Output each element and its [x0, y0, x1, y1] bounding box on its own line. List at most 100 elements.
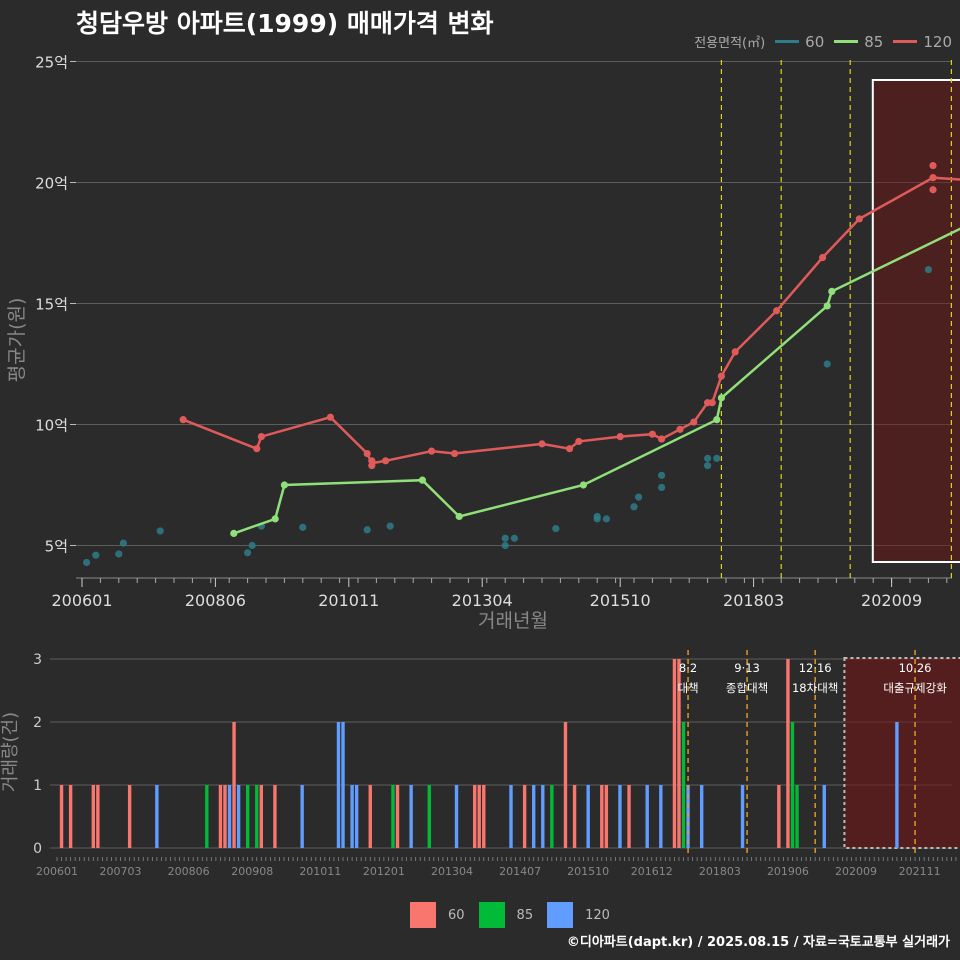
bar-legend-swatch-85 — [478, 902, 505, 928]
volume-bar-60 — [477, 785, 481, 848]
volume-bar-60 — [218, 785, 223, 848]
bar-legend-label-85: 85 — [516, 907, 534, 923]
bar-x-tick-label: 201407 — [499, 865, 541, 878]
data-point-85 — [271, 515, 279, 523]
bar-x-tick-label: 201906 — [767, 865, 809, 878]
data-point-60 — [635, 493, 643, 501]
bottom-legend: 60 85 120 — [410, 902, 610, 928]
volume-bar-120 — [532, 785, 536, 848]
volume-bar-60 — [777, 785, 781, 848]
data-point-60 — [510, 534, 518, 542]
volume-bar-120 — [895, 722, 899, 848]
volume-bar-60 — [672, 659, 677, 848]
data-point-60 — [924, 266, 933, 274]
bar-x-tick-label: 200908 — [231, 865, 273, 878]
x-axis-title: 거래년월 — [478, 610, 548, 632]
volume-bar-85 — [681, 722, 686, 848]
volume-bar-60 — [127, 785, 132, 848]
data-point-60 — [658, 483, 666, 492]
volume-bar-120 — [227, 785, 232, 848]
bar-x-tick-label: 201201 — [363, 865, 405, 878]
data-point-120 — [363, 449, 371, 458]
volume-bar-120 — [740, 785, 745, 848]
volume-bar-60 — [472, 785, 477, 848]
data-point-120 — [929, 174, 937, 182]
data-point-120 — [929, 161, 937, 170]
data-point-120 — [929, 186, 937, 194]
data-point-120 — [658, 435, 666, 443]
data-point-60 — [299, 523, 307, 531]
data-point-120 — [773, 307, 781, 315]
volume-bar-60 — [482, 785, 486, 848]
bar-y-tick-label: 1 — [33, 778, 42, 794]
legend-swatch-85 — [834, 40, 859, 43]
y-axis-title: 평균가(원) — [6, 298, 28, 383]
volume-bar-60 — [223, 785, 227, 848]
data-point-60 — [713, 454, 721, 462]
y-tick-label: 15억 — [35, 296, 68, 314]
data-point-60 — [630, 503, 638, 511]
data-point-120 — [253, 445, 261, 453]
legend-label-120: 120 — [923, 32, 952, 51]
data-point-60 — [244, 549, 252, 557]
volume-bar-85 — [255, 785, 259, 848]
volume-bar-120 — [341, 722, 345, 848]
volume-bar-120 — [618, 785, 622, 848]
volume-bar-60 — [368, 785, 372, 848]
bar-legend-label-120: 120 — [585, 907, 610, 923]
volume-bar-60 — [572, 785, 577, 848]
y-tick-label: 25억 — [35, 54, 68, 72]
policy-annotation-date: 8·2 — [679, 661, 697, 675]
bar-x-tick-label: 200601 — [36, 865, 78, 878]
volume-bar-120 — [541, 785, 545, 848]
volume-bar-60 — [677, 659, 681, 848]
legend-item-85: 85 — [834, 33, 883, 51]
data-point-85 — [713, 416, 721, 424]
credit-text: ©디아파트(dapt.kr) / 2025.08.15 / 자료=국토교통부 실… — [566, 935, 950, 950]
volume-bar-60 — [59, 785, 64, 848]
bar-x-tick-label: 201011 — [299, 865, 341, 878]
volume-bar-120 — [236, 785, 241, 848]
volume-bar-60 — [786, 659, 790, 848]
data-point-85 — [455, 512, 463, 521]
volume-bar-85 — [391, 785, 395, 848]
x-tick-label: 200806 — [185, 591, 246, 610]
bar-y-tick-label: 2 — [33, 715, 42, 731]
volume-bar-60 — [522, 785, 527, 848]
data-point-60 — [248, 541, 256, 550]
data-point-120 — [326, 413, 334, 421]
volume-bar-60 — [604, 785, 609, 848]
policy-annotation-text: 18차대책 — [792, 681, 838, 695]
bar-legend-item-85: 85 — [478, 902, 534, 928]
x-tick-label: 202009 — [861, 591, 922, 610]
data-point-120 — [428, 447, 436, 455]
x-tick-label: 201304 — [452, 591, 513, 610]
bar-legend-swatch-60 — [410, 902, 436, 928]
bar-x-tick-label: 202009 — [835, 865, 877, 878]
data-point-60 — [156, 527, 164, 535]
bar-x-tick-label: 202111 — [899, 865, 941, 878]
y-tick-label: 20억 — [35, 175, 68, 193]
volume-bar-60 — [259, 785, 263, 848]
legend-title: 전용면적(㎡) — [694, 36, 766, 51]
data-point-60 — [92, 551, 100, 559]
data-point-120 — [717, 372, 726, 380]
data-point-85 — [828, 287, 836, 295]
legend-item-120: 120 — [893, 33, 952, 51]
data-point-60 — [823, 360, 831, 368]
data-point-120 — [566, 445, 574, 453]
volume-bar-120 — [509, 785, 513, 848]
data-point-60 — [552, 524, 560, 533]
bar-x-tick-label: 200806 — [168, 865, 210, 878]
data-point-120 — [382, 457, 390, 465]
volume-bar-120 — [155, 785, 159, 848]
policy-annotation-date: 9·13 — [734, 661, 760, 675]
data-point-120 — [616, 433, 624, 441]
volume-bar-120 — [822, 785, 826, 848]
volume-bar-60 — [273, 785, 277, 848]
bar-x-tick-label: 201510 — [567, 865, 609, 878]
x-tick-label: 201510 — [590, 591, 651, 610]
data-point-120 — [690, 418, 698, 426]
data-point-60 — [602, 515, 611, 523]
